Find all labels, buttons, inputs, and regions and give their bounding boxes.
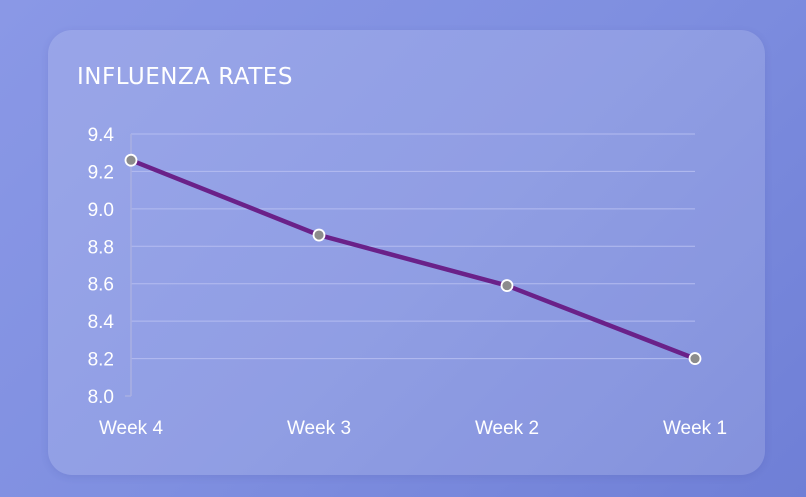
y-axis-ticks: 8.0 8.2 8.4 8.6 8.8 9.0 9.2 9.4 xyxy=(88,125,115,408)
y-tick-label: 8.4 xyxy=(88,312,115,333)
y-tick-label: 9.0 xyxy=(88,200,114,221)
x-tick-label: Week 1 xyxy=(663,418,727,439)
x-tick-label: Week 2 xyxy=(475,418,539,439)
chart-card xyxy=(48,30,765,475)
data-point[interactable] xyxy=(312,228,326,242)
data-point[interactable] xyxy=(688,352,702,365)
data-points xyxy=(124,153,702,365)
chart-title: INFLUENZA RATES xyxy=(77,64,293,90)
y-tick-label: 8.2 xyxy=(88,350,114,371)
data-point[interactable] xyxy=(124,153,138,167)
y-tick-label: 8.8 xyxy=(88,237,114,258)
y-tick-label: 8.0 xyxy=(88,387,114,408)
series-line xyxy=(128,157,698,361)
grid-lines xyxy=(125,133,695,397)
x-tick-label: Week 4 xyxy=(99,418,164,439)
x-axis-ticks: Week 4 Week 3 Week 2 Week 1 xyxy=(99,418,727,439)
data-point[interactable] xyxy=(500,279,514,292)
y-tick-label: 8.6 xyxy=(88,275,114,296)
y-tick-label: 9.2 xyxy=(88,162,114,183)
y-tick-label: 9.4 xyxy=(88,125,115,146)
x-tick-label: Week 3 xyxy=(287,418,351,439)
